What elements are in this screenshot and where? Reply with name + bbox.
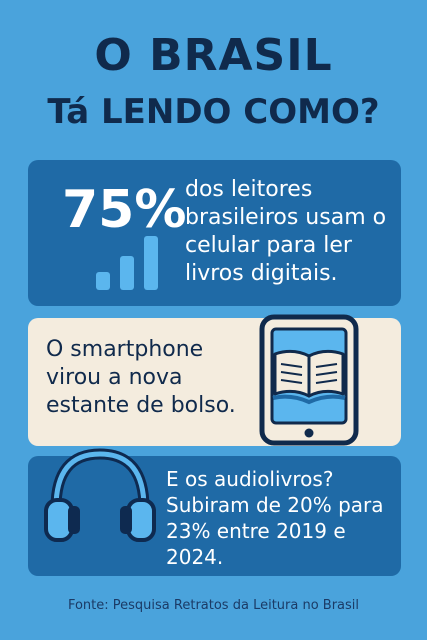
audio-description: E os audiolivros? Subiram de 20% para 23… <box>166 467 384 569</box>
headphones-icon <box>44 448 156 542</box>
stat-description: dos leitores brasileiros usam o celular … <box>185 177 387 286</box>
tablet-book-icon <box>259 314 359 446</box>
stat-percent: 75% <box>62 180 187 240</box>
audio-panel <box>28 456 401 576</box>
stat-panel <box>28 160 401 306</box>
smartphone-description: O smartphone virou a nova estante de bol… <box>46 337 236 418</box>
title-line-2: Tá LENDO COMO? <box>47 92 380 132</box>
source-caption: Fonte: Pesquisa Retratos da Leitura no B… <box>67 598 360 613</box>
title-line-1: O BRASIL <box>94 30 333 81</box>
signal-bars-icon <box>96 236 162 290</box>
